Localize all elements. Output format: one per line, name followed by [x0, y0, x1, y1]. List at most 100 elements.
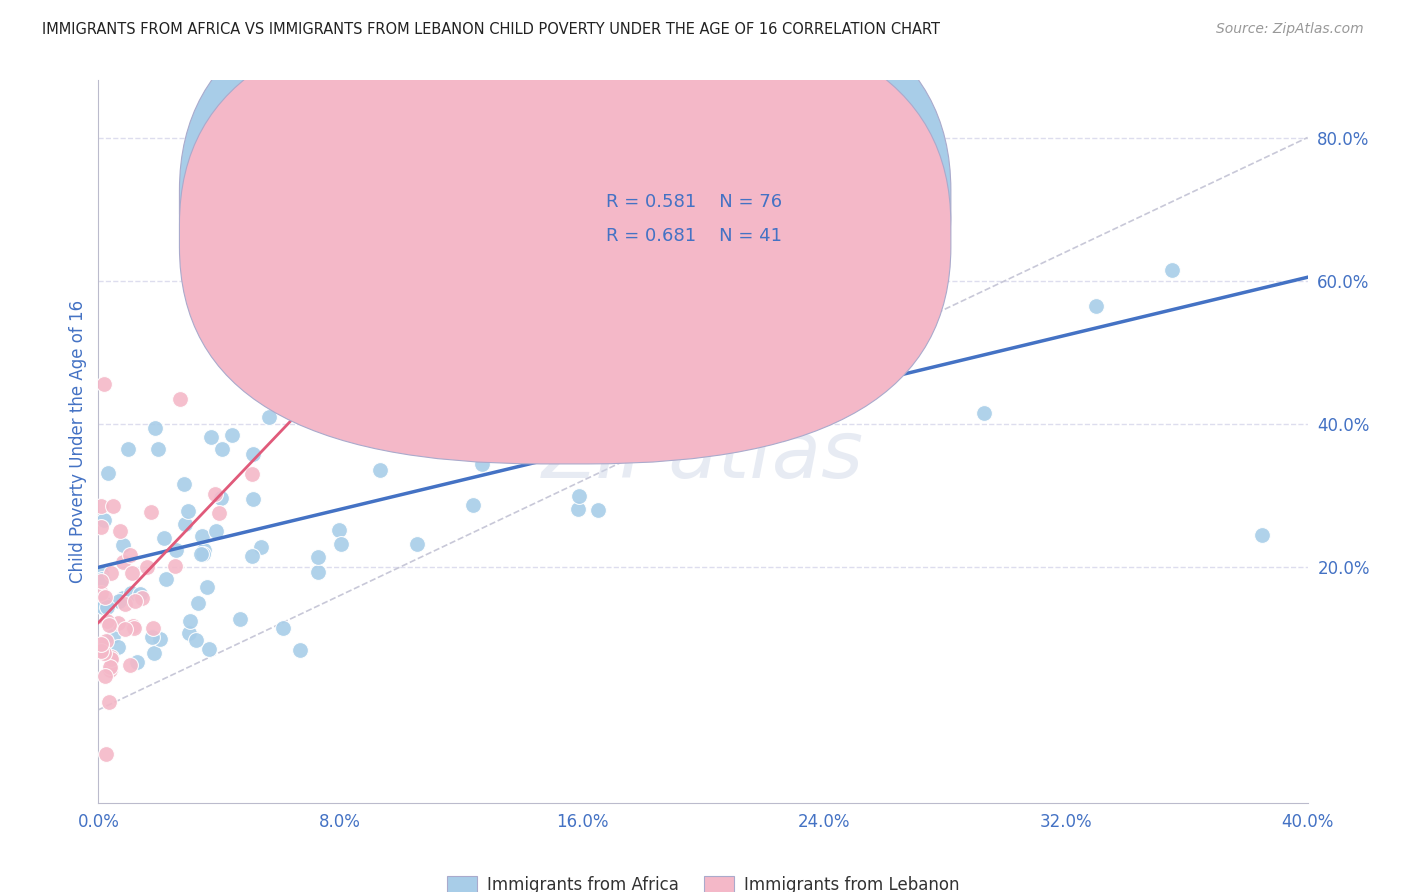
- Point: [143, 421, 166, 435]
- Point: [179, 614, 201, 628]
- Point: [114, 598, 136, 612]
- Point: [90, 644, 112, 658]
- Point: [257, 409, 280, 424]
- Point: [307, 565, 329, 579]
- Point: [368, 463, 391, 477]
- Point: [173, 477, 195, 491]
- Point: [96, 600, 118, 615]
- Point: [98, 659, 121, 673]
- Point: [505, 417, 527, 432]
- Point: [108, 594, 131, 608]
- Point: [797, 237, 820, 252]
- Point: [101, 500, 124, 514]
- Point: [90, 499, 112, 513]
- Point: [256, 309, 278, 323]
- Point: [209, 491, 232, 505]
- Point: [94, 634, 117, 648]
- Point: [973, 406, 995, 420]
- Point: [406, 537, 429, 551]
- Point: [118, 548, 141, 562]
- Point: [567, 502, 589, 516]
- Point: [90, 585, 112, 599]
- Point: [149, 632, 172, 646]
- Point: [98, 695, 121, 709]
- Point: [610, 375, 633, 389]
- Point: [191, 529, 214, 543]
- Point: [191, 547, 214, 561]
- Point: [288, 643, 311, 657]
- Point: [94, 747, 117, 761]
- Point: [111, 538, 134, 552]
- Point: [634, 392, 657, 406]
- Point: [165, 543, 187, 558]
- Point: [198, 641, 221, 656]
- Point: [129, 587, 152, 601]
- Point: [93, 596, 115, 610]
- Point: [240, 467, 263, 481]
- Text: R = 0.681    N = 41: R = 0.681 N = 41: [606, 227, 782, 244]
- Point: [153, 531, 176, 545]
- Point: [111, 555, 134, 569]
- Point: [1085, 299, 1108, 313]
- Point: [495, 177, 517, 191]
- Point: [1251, 527, 1274, 541]
- Point: [169, 392, 191, 406]
- Point: [205, 524, 228, 538]
- Point: [377, 424, 399, 438]
- Point: [100, 651, 122, 665]
- Text: IMMIGRANTS FROM AFRICA VS IMMIGRANTS FROM LEBANON CHILD POVERTY UNDER THE AGE OF: IMMIGRANTS FROM AFRICA VS IMMIGRANTS FRO…: [42, 22, 941, 37]
- Point: [93, 646, 115, 660]
- Text: Source: ZipAtlas.com: Source: ZipAtlas.com: [1216, 22, 1364, 37]
- FancyBboxPatch shape: [180, 7, 950, 464]
- Point: [100, 650, 122, 665]
- Point: [273, 621, 295, 635]
- FancyBboxPatch shape: [527, 181, 866, 265]
- Point: [121, 566, 143, 580]
- Point: [96, 614, 118, 628]
- Point: [208, 506, 231, 520]
- Point: [155, 572, 177, 586]
- Point: [107, 640, 129, 654]
- Point: [221, 427, 243, 442]
- Point: [187, 597, 209, 611]
- Point: [121, 618, 143, 632]
- Point: [114, 622, 136, 636]
- Point: [101, 630, 124, 644]
- Point: [131, 591, 153, 605]
- Point: [242, 447, 264, 461]
- Point: [330, 392, 353, 407]
- Point: [165, 558, 187, 573]
- Point: [177, 625, 200, 640]
- Point: [200, 430, 222, 444]
- Point: [117, 442, 139, 456]
- Point: [250, 541, 273, 555]
- Point: [98, 618, 121, 632]
- Point: [94, 669, 117, 683]
- Point: [107, 616, 129, 631]
- FancyBboxPatch shape: [180, 0, 950, 430]
- Point: [723, 356, 745, 370]
- Point: [127, 655, 149, 669]
- Point: [228, 612, 250, 626]
- Point: [90, 574, 112, 588]
- Point: [118, 657, 141, 672]
- Point: [193, 543, 215, 558]
- Point: [142, 622, 165, 636]
- Point: [93, 513, 115, 527]
- Point: [111, 591, 134, 606]
- Point: [211, 442, 233, 457]
- Point: [100, 566, 122, 581]
- Point: [124, 594, 146, 608]
- Point: [329, 537, 352, 551]
- Point: [184, 633, 207, 648]
- Point: [586, 503, 609, 517]
- Point: [195, 580, 218, 594]
- Point: [146, 442, 169, 457]
- Point: [90, 572, 112, 586]
- Point: [97, 466, 120, 480]
- Point: [568, 490, 591, 504]
- Point: [90, 566, 112, 580]
- Point: [240, 549, 263, 563]
- Point: [90, 637, 112, 651]
- Point: [139, 505, 162, 519]
